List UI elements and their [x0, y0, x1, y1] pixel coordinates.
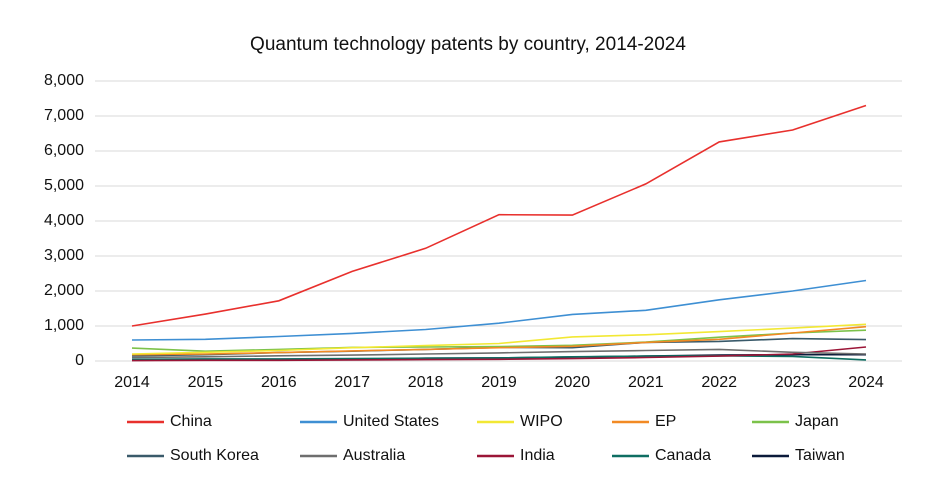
- x-tick-label: 2023: [775, 374, 811, 391]
- series-line: [131, 325, 867, 356]
- x-tick-label: 2021: [628, 374, 664, 391]
- series-line: [131, 348, 867, 359]
- x-tick-label: 2024: [848, 374, 884, 391]
- series-line: [131, 104, 867, 327]
- legend-label: China: [170, 413, 212, 430]
- x-tick-label: 2022: [701, 374, 737, 391]
- chart-title: Quantum technology patents by country, 2…: [250, 34, 686, 55]
- y-tick-label: 1,000: [44, 317, 84, 334]
- y-tick-label: 4,000: [44, 212, 84, 229]
- y-tick-label: 8,000: [44, 72, 84, 89]
- legend-label: EP: [655, 413, 676, 430]
- x-tick-label: 2016: [261, 374, 297, 391]
- legend-label: Australia: [343, 447, 405, 464]
- legend-label: Canada: [655, 447, 711, 464]
- y-tick-label: 7,000: [44, 107, 84, 124]
- y-tick-label: 2,000: [44, 282, 84, 299]
- x-tick-label: 2020: [555, 374, 591, 391]
- legend-label: South Korea: [170, 447, 259, 464]
- x-tick-label: 2015: [188, 374, 224, 391]
- x-tick-label: 2017: [334, 374, 370, 391]
- legend-label: WIPO: [520, 413, 563, 430]
- series-line: [131, 279, 867, 341]
- y-tick-label: 6,000: [44, 142, 84, 159]
- x-tick-label: 2019: [481, 374, 517, 391]
- series-line: [131, 329, 867, 353]
- series-line: [131, 346, 867, 362]
- legend-label: Taiwan: [795, 447, 845, 464]
- legend-label: Japan: [795, 413, 839, 430]
- y-tick-label: 5,000: [44, 177, 84, 194]
- x-tick-label: 2014: [114, 374, 150, 391]
- y-tick-label: 3,000: [44, 247, 84, 264]
- legend-label: United States: [343, 413, 439, 430]
- legend-label: India: [520, 447, 555, 464]
- x-tick-label: 2018: [408, 374, 444, 391]
- y-tick-label: 0: [75, 352, 84, 369]
- series-line: [131, 323, 867, 355]
